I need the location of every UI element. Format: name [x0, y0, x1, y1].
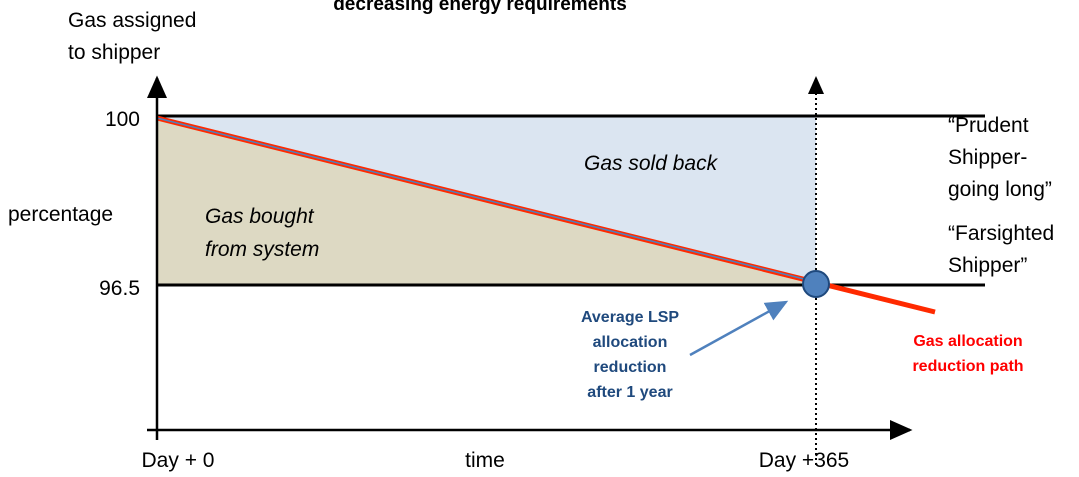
right-label: Shipper- [948, 146, 1027, 169]
region-label: Gas bought [205, 205, 315, 228]
reduction-path-edge [156, 117, 817, 283]
right-label: “Farsighted [948, 222, 1054, 245]
x-end: Day +365 [759, 449, 849, 472]
y-label: to shipper [68, 41, 160, 64]
right-label: going long” [948, 178, 1052, 201]
annotation: after 1 year [587, 384, 672, 401]
path-label: Gas allocation [913, 333, 1022, 350]
title: decreasing energy requirements [333, 0, 627, 15]
tick-label: 100 [105, 108, 140, 131]
right-label: “Prudent [948, 114, 1029, 137]
path-label: reduction path [912, 358, 1023, 375]
annotation: Average LSP [581, 309, 679, 326]
annotation: allocation [593, 334, 668, 351]
x-label: time [465, 449, 505, 472]
annotation: reduction [594, 359, 667, 376]
side-label: percentage [8, 203, 113, 226]
region-label: from system [205, 238, 319, 261]
right-label: Shipper” [948, 254, 1027, 277]
tick-label: 96.5 [99, 277, 140, 300]
y-label: Gas assigned [68, 9, 196, 32]
point [802, 270, 830, 298]
x-start: Day + 0 [142, 449, 215, 472]
region-label: Gas sold back [584, 152, 719, 175]
pointer-arrow [689, 300, 789, 357]
